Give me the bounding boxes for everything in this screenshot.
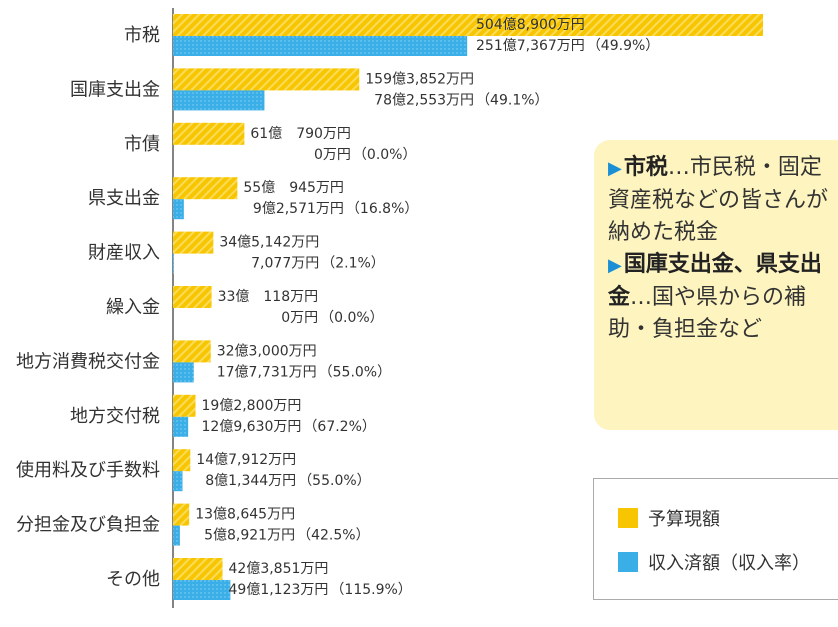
bar xyxy=(173,122,245,145)
category-label: 地方消費税交付金 xyxy=(16,351,160,372)
bar xyxy=(173,558,223,580)
value-label: 55億 945万円 xyxy=(243,180,344,196)
value-label: 33億 118万円 xyxy=(218,289,319,305)
rate-label: （0.0%） xyxy=(353,147,417,163)
bar xyxy=(173,580,231,600)
bar xyxy=(173,525,180,546)
category-label: 財産収入 xyxy=(88,243,160,264)
legend-item: 予算現額 xyxy=(618,505,720,531)
value-label: 19億2,800万円 xyxy=(202,398,302,414)
category-label: 市税 xyxy=(124,25,160,46)
bar xyxy=(173,177,238,200)
category-label: 分担金及び負担金 xyxy=(16,515,160,536)
rate-label: （55.0%） xyxy=(319,364,391,380)
note-text: …国や県からの補助・負担金など xyxy=(608,285,807,342)
bar xyxy=(173,286,212,308)
value-label: 14億7,912万円 xyxy=(196,452,296,468)
value-label: 32億3,000万円 xyxy=(217,343,317,359)
category-label: その他 xyxy=(106,569,160,590)
bar xyxy=(173,90,265,111)
legend: 予算現額収入済額（収入率） xyxy=(593,478,838,600)
category-label: 繰入金 xyxy=(106,297,160,318)
rate-label: （115.9%） xyxy=(330,582,411,598)
bar xyxy=(173,416,189,437)
note-marker: ▶ xyxy=(608,158,622,179)
rate-label: （49.9%） xyxy=(587,38,659,54)
bar xyxy=(173,362,194,383)
note-term: 市税 xyxy=(623,155,668,180)
value-label: 9億2,571万円 xyxy=(253,201,344,217)
note: ▶市税…市民税・固定資産税などの皆さんが納めた税金 xyxy=(608,152,830,249)
value-label: 0万円 xyxy=(314,147,351,163)
value-label: 5億8,921万円 xyxy=(204,528,295,544)
category-label: 国庫支出金 xyxy=(70,79,160,100)
bar xyxy=(173,471,183,492)
legend-swatch xyxy=(618,552,638,572)
value-label: 61億 790万円 xyxy=(250,126,351,142)
note-term: 国庫支出金、県支出金 xyxy=(608,252,822,310)
bar xyxy=(173,449,191,472)
rate-label: （0.0%） xyxy=(320,310,384,326)
value-label: 42億3,851万円 xyxy=(229,561,329,577)
value-label: 34億5,142万円 xyxy=(219,235,319,251)
value-label: 8億1,344万円 xyxy=(205,473,296,489)
rate-label: （2.1%） xyxy=(321,256,385,272)
category-label: 使用料及び手数料 xyxy=(16,460,160,481)
rate-label: （55.0%） xyxy=(298,473,370,489)
bar xyxy=(173,231,214,254)
value-label: 49億1,123万円 xyxy=(229,582,329,598)
legend-item: 収入済額（収入率） xyxy=(618,549,810,575)
value-label: 251億7,367万円 xyxy=(476,38,585,54)
value-label: 0万円 xyxy=(281,310,318,326)
value-label: 159億3,852万円 xyxy=(365,71,474,87)
bar xyxy=(173,68,360,91)
value-label: 13億8,645万円 xyxy=(195,507,295,523)
value-label: 12億9,630万円 xyxy=(202,419,302,435)
value-label: 504億8,900万円 xyxy=(476,17,585,33)
category-label: 市債 xyxy=(124,134,160,155)
value-label: 78億2,553万円 xyxy=(374,92,474,108)
rate-label: （42.5%） xyxy=(297,528,369,544)
value-label: 7,077万円 xyxy=(251,256,319,272)
category-label: 県支出金 xyxy=(88,188,160,209)
note: ▶国庫支出金、県支出金…国や県からの補助・負担金など xyxy=(608,249,830,346)
bar xyxy=(173,503,190,526)
bar xyxy=(173,340,211,363)
notes-panel: ▶市税…市民税・固定資産税などの皆さんが納めた税金 ▶国庫支出金、県支出金…国や県… xyxy=(594,140,838,430)
bar xyxy=(173,14,763,36)
note-text: …市民税・固定資産税などの皆さんが納めた税金 xyxy=(608,155,829,245)
legend-label: 予算現額 xyxy=(648,509,720,530)
legend-swatch xyxy=(618,508,638,528)
bar xyxy=(173,394,196,417)
bar xyxy=(173,253,174,274)
bar xyxy=(173,36,468,56)
rate-label: （16.8%） xyxy=(346,201,418,217)
value-label: 17億7,731万円 xyxy=(217,364,317,380)
legend-label: 収入済額（収入率） xyxy=(648,553,810,574)
rate-label: （67.2%） xyxy=(303,419,375,435)
bar xyxy=(173,199,184,220)
note-marker: ▶ xyxy=(608,255,622,276)
rate-label: （49.1%） xyxy=(476,92,548,108)
category-label: 地方交付税 xyxy=(70,406,160,427)
